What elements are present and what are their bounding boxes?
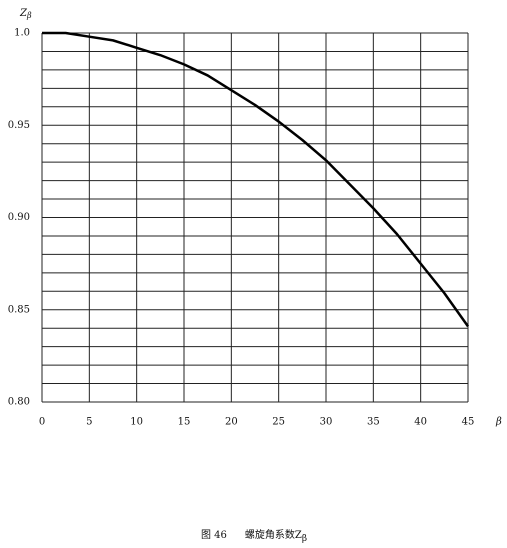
y-label-main: Z — [19, 8, 28, 19]
x-tick-label: 20 — [225, 417, 238, 428]
x-tick-label: 30 — [320, 417, 333, 428]
x-tick-label: 10 — [130, 417, 143, 428]
caption-number: 图 46 — [201, 529, 227, 541]
x-tick-label: 5 — [86, 417, 92, 428]
x-tick-label: 35 — [367, 417, 380, 428]
curve — [42, 31, 470, 328]
x-axis-label: β — [495, 417, 502, 428]
caption-text: 螺旋角系数Z — [245, 528, 302, 541]
x-tick-label: 40 — [414, 417, 427, 428]
y-tick-label: 1.0 — [14, 28, 30, 39]
x-tick-label: 45 — [462, 417, 475, 428]
y-tick-label: 0.90 — [8, 212, 30, 223]
x-tick-label: 15 — [178, 417, 191, 428]
y-label-sub: β — [26, 11, 32, 20]
y-tick-label: 0.80 — [8, 397, 30, 408]
y-axis-label: Zβ — [19, 8, 32, 21]
caption-sub: β — [302, 534, 307, 544]
y-tick-label: 0.95 — [8, 120, 30, 131]
caption: 图 46 螺旋角系数Zβ — [201, 528, 307, 544]
x-tick-label: 0 — [39, 417, 45, 428]
y-tick-label: 0.85 — [8, 304, 30, 315]
x-tick-label: 25 — [272, 417, 285, 428]
